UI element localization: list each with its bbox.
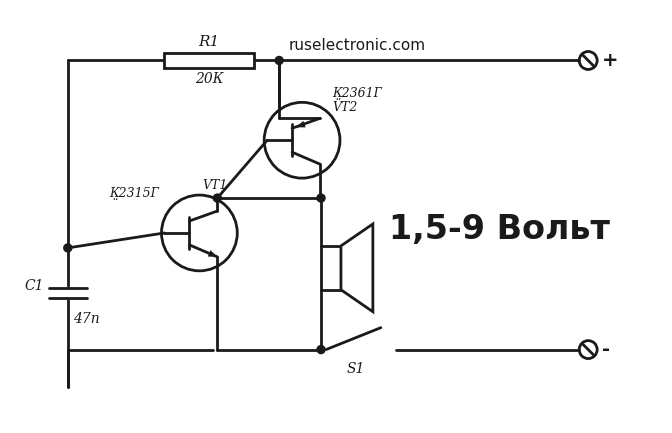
Polygon shape [208, 250, 217, 257]
Text: VT1: VT1 [202, 179, 228, 192]
Text: -: - [602, 340, 610, 359]
Text: +: + [602, 51, 619, 70]
Text: C1: C1 [24, 279, 44, 293]
Circle shape [64, 244, 72, 252]
Bar [165, 52, 254, 68]
Text: VT2: VT2 [332, 101, 358, 114]
Circle shape [275, 56, 283, 65]
Polygon shape [296, 121, 306, 127]
Text: ruselectronic.com: ruselectronic.com [289, 38, 426, 52]
Text: S1: S1 [347, 362, 365, 375]
Text: R1: R1 [199, 35, 220, 48]
Circle shape [213, 194, 221, 202]
Text: 47n: 47n [73, 312, 99, 326]
Circle shape [317, 346, 325, 354]
Polygon shape [341, 224, 373, 312]
Bar [321, 246, 341, 290]
Text: 1,5-9 Вольт: 1,5-9 Вольт [389, 213, 610, 246]
Text: К̤2315Г: К̤2315Г [110, 187, 159, 200]
Text: К̤2361Г: К̤2361Г [332, 87, 382, 100]
Text: 20К: 20К [195, 72, 224, 87]
Circle shape [317, 194, 325, 202]
